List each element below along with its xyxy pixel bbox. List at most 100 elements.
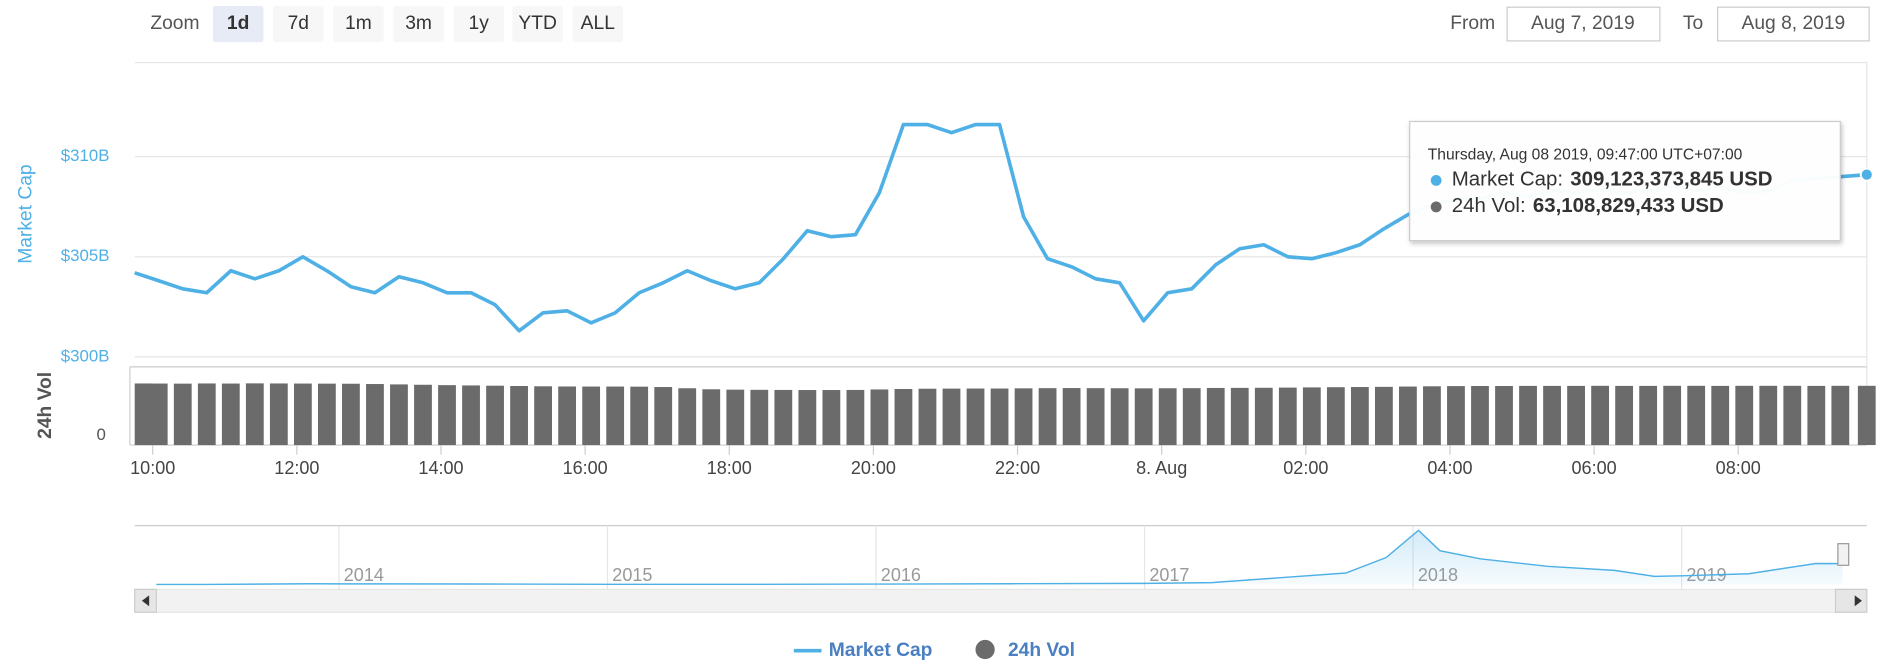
x-tick-label: 16:00	[563, 458, 608, 478]
volume-bar	[942, 388, 961, 446]
volume-bar	[1591, 385, 1609, 446]
volume-bar	[1447, 386, 1465, 446]
zoom-button-label[interactable]: 3m	[405, 13, 432, 34]
volume-bar	[534, 386, 552, 446]
y-tick-label: $300B	[61, 346, 110, 365]
scrollbar-track[interactable]	[134, 588, 1868, 613]
volume-bar	[1086, 388, 1105, 446]
volume-bar	[1615, 385, 1634, 446]
y2-tick-label: 0	[96, 425, 105, 444]
volume-bar	[918, 388, 937, 446]
zoom-button-label[interactable]: 1y	[469, 13, 490, 34]
zoom-button[interactable]	[453, 6, 504, 43]
zoom-button-label[interactable]: 1d	[227, 13, 249, 34]
legend-label[interactable]: Market Cap	[829, 640, 933, 661]
volume-bar	[173, 383, 192, 446]
volume-bar	[1182, 388, 1201, 446]
volume-bar	[1857, 385, 1876, 446]
scroll-right[interactable]	[1834, 588, 1868, 613]
volume-bar	[269, 383, 288, 446]
volume-bar	[1014, 388, 1033, 446]
zoom-button[interactable]	[273, 6, 324, 43]
tooltip-box	[1409, 120, 1841, 242]
x-tick-label: 12:00	[274, 458, 319, 478]
volume-bar	[1831, 385, 1850, 446]
volume-bar	[702, 389, 721, 446]
x-tick-label: 22:00	[995, 458, 1040, 478]
y-tick-label: $305B	[61, 246, 110, 265]
volume-bar	[726, 389, 745, 446]
tooltip-label: Market Cap:	[1452, 168, 1563, 191]
zoom-button[interactable]	[572, 6, 624, 43]
volume-bar	[197, 383, 216, 446]
x-tick-label: 04:00	[1427, 458, 1472, 478]
volume-bar	[894, 388, 913, 446]
volume-bar	[414, 384, 432, 446]
navigator-area	[156, 530, 1843, 585]
zoom-button-label[interactable]: 7d	[288, 13, 309, 34]
volume-bar	[774, 389, 793, 446]
volume-bar	[366, 384, 384, 446]
to-label: To	[1683, 13, 1703, 34]
volume-bar	[1423, 386, 1441, 446]
zoom-button-label[interactable]: 1m	[345, 13, 372, 34]
volume-bar	[1495, 385, 1513, 446]
volume-bar	[1230, 387, 1249, 446]
volume-bar	[966, 388, 985, 446]
tooltip-label: 24h Vol:	[1452, 194, 1526, 217]
tooltip-row: Market Cap: 309,123,373,845 USD	[1452, 168, 1773, 191]
legend-symbol[interactable]	[975, 639, 995, 660]
tooltip-value: 309,123,373,845 USD	[1570, 168, 1772, 191]
volume-bar	[486, 385, 504, 446]
from-label: From	[1450, 13, 1495, 34]
volume-bar	[1639, 385, 1658, 446]
volume-bar	[1206, 387, 1225, 446]
volume-bar	[678, 388, 697, 446]
from-input[interactable]	[1506, 6, 1661, 42]
zoom-button[interactable]	[393, 6, 444, 43]
volume-bar	[1038, 388, 1057, 446]
volume-bar	[1350, 387, 1369, 446]
to-input[interactable]	[1717, 6, 1870, 42]
volume-bar	[1687, 385, 1706, 446]
volume-bar	[438, 385, 456, 446]
volume-bar	[1326, 387, 1345, 446]
x-tick-label: 20:00	[851, 458, 896, 478]
legend-label[interactable]: 24h Vol	[1008, 640, 1075, 661]
volume-bar	[750, 389, 769, 446]
navigator-tick-label: 2015	[612, 565, 652, 585]
volume-bar	[1158, 388, 1177, 446]
x-tick-label: 08:00	[1716, 458, 1761, 478]
volume-bar	[510, 385, 528, 446]
volume-bar	[1471, 385, 1489, 446]
volume-bar	[342, 383, 360, 446]
volume-bar	[1759, 385, 1778, 446]
volume-bar	[293, 383, 312, 446]
to-value[interactable]: Aug 8, 2019	[1742, 13, 1846, 34]
zoom-button-label[interactable]: ALL	[581, 13, 616, 34]
volume-bar	[221, 383, 240, 446]
from-value[interactable]: Aug 7, 2019	[1531, 13, 1635, 34]
navigator-tick-label: 2014	[344, 565, 384, 585]
tooltip-row: 24h Vol: 63,108,829,433 USD	[1452, 194, 1724, 217]
volume-bar	[870, 389, 889, 446]
zoom-button[interactable]	[333, 6, 384, 43]
navigator-handle[interactable]	[1837, 543, 1850, 566]
volume-bar	[1567, 385, 1585, 446]
volume-bar	[462, 385, 480, 446]
y-tick-label: $310B	[61, 146, 110, 165]
x-tick-label: 18:00	[707, 458, 752, 478]
zoom-button[interactable]	[512, 6, 563, 43]
x-tick-label: 06:00	[1572, 458, 1617, 478]
volume-bar	[1062, 388, 1081, 446]
volume-bar	[1783, 385, 1802, 446]
volume-bar	[134, 383, 153, 446]
volume-bar	[245, 383, 264, 446]
volume-bar	[1735, 385, 1754, 446]
navigator-tick-label: 2016	[881, 565, 921, 585]
zoom-button-label[interactable]: YTD	[518, 13, 556, 34]
zoom-button[interactable]	[212, 6, 264, 43]
volume-bar	[582, 386, 601, 446]
